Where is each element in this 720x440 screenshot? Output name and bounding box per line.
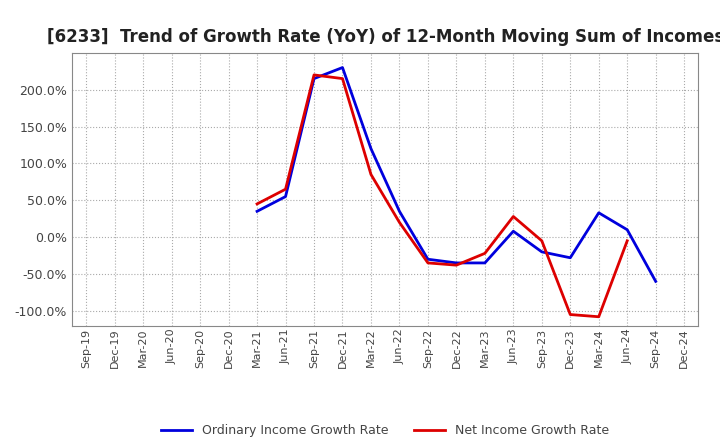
Net Income Growth Rate — [423, 260, 432, 266]
Net Income Growth Rate — [623, 238, 631, 243]
Net Income Growth Rate — [282, 187, 290, 192]
Net Income Growth Rate — [566, 312, 575, 317]
Net Income Growth Rate — [595, 314, 603, 319]
Net Income Growth Rate — [537, 238, 546, 243]
Net Income Growth Rate — [310, 72, 318, 77]
Ordinary Income Growth Rate — [537, 249, 546, 254]
Ordinary Income Growth Rate — [253, 209, 261, 214]
Ordinary Income Growth Rate — [595, 210, 603, 216]
Ordinary Income Growth Rate — [338, 65, 347, 70]
Net Income Growth Rate — [480, 251, 489, 256]
Net Income Growth Rate — [196, 270, 204, 275]
Net Income Growth Rate — [452, 263, 461, 268]
Ordinary Income Growth Rate — [623, 227, 631, 232]
Title: [6233]  Trend of Growth Rate (YoY) of 12-Month Moving Sum of Incomes: [6233] Trend of Growth Rate (YoY) of 12-… — [47, 28, 720, 46]
Ordinary Income Growth Rate — [282, 194, 290, 199]
Ordinary Income Growth Rate — [452, 260, 461, 266]
Net Income Growth Rate — [395, 220, 404, 225]
Net Income Growth Rate — [680, 255, 688, 260]
Line: Net Income Growth Rate: Net Income Growth Rate — [200, 75, 684, 317]
Ordinary Income Growth Rate — [509, 229, 518, 234]
Ordinary Income Growth Rate — [423, 257, 432, 262]
Ordinary Income Growth Rate — [310, 76, 318, 81]
Ordinary Income Growth Rate — [395, 209, 404, 214]
Net Income Growth Rate — [338, 76, 347, 81]
Ordinary Income Growth Rate — [196, 280, 204, 286]
Net Income Growth Rate — [366, 172, 375, 177]
Net Income Growth Rate — [253, 202, 261, 207]
Legend: Ordinary Income Growth Rate, Net Income Growth Rate: Ordinary Income Growth Rate, Net Income … — [156, 419, 614, 440]
Ordinary Income Growth Rate — [566, 255, 575, 260]
Line: Ordinary Income Growth Rate: Ordinary Income Growth Rate — [200, 68, 656, 283]
Net Income Growth Rate — [509, 214, 518, 219]
Ordinary Income Growth Rate — [366, 146, 375, 151]
Ordinary Income Growth Rate — [480, 260, 489, 266]
Ordinary Income Growth Rate — [652, 279, 660, 284]
